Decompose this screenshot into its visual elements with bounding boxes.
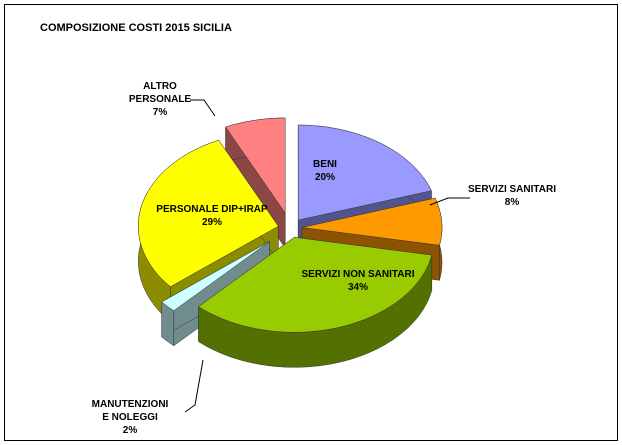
slice — [301, 197, 443, 246]
chart-title: COMPOSIZIONE COSTI 2015 SICILIA — [40, 22, 232, 34]
leader-line — [184, 359, 204, 413]
slice-label: MANUTENZIONI E NOLEGGI 2% — [90, 398, 170, 437]
slice-label: ALTRO PERSONALE 7% — [120, 80, 200, 119]
value-label: 20% — [314, 172, 335, 183]
value-label: 29% — [201, 217, 223, 228]
slice-label: SERVIZI NON SANITARI 34% — [302, 268, 415, 294]
slice-label: SERVIZI SANITARI 8% — [468, 183, 556, 209]
slice — [297, 124, 432, 221]
leader-line — [190, 99, 216, 117]
value-label: 2% — [122, 425, 138, 436]
category-label: SERVIZI NON SANITARI — [301, 269, 415, 280]
slice — [198, 237, 433, 333]
category-label: ALTRO PERSONALE — [128, 81, 192, 105]
slice — [138, 139, 279, 288]
value-label: 7% — [152, 107, 168, 118]
pie — [138, 117, 443, 368]
leader-line — [429, 197, 470, 206]
slice — [161, 241, 270, 312]
slice-label: BENI 20% — [313, 158, 337, 184]
category-label: BENI — [313, 159, 337, 170]
category-label: PERSONALE DIP+IRAP — [156, 204, 268, 215]
category-label: SERVIZI SANITARI — [468, 184, 556, 195]
slice — [225, 117, 286, 214]
category-label: MANUTENZIONI E NOLEGGI — [91, 399, 169, 423]
value-label: 34% — [347, 282, 369, 293]
slice-label: PERSONALE DIP+IRAP 29% — [156, 203, 267, 229]
value-label: 8% — [504, 197, 520, 208]
